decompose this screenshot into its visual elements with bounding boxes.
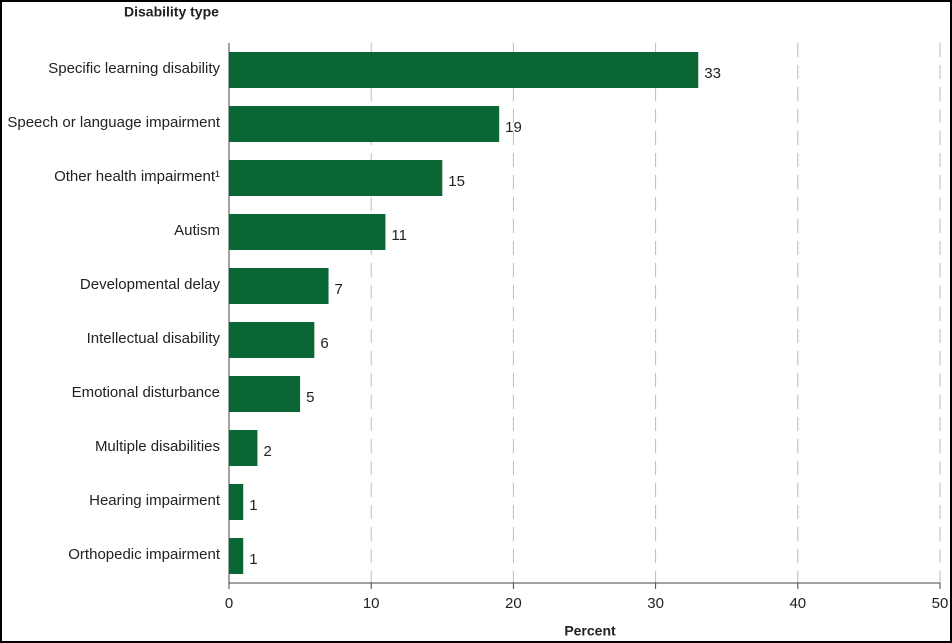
y-tick-label: Multiple disabilities	[95, 438, 220, 455]
value-label: 7	[335, 281, 343, 298]
y-tick-label: Developmental delay	[80, 276, 221, 293]
y-tick-label: Orthopedic impairment	[68, 546, 221, 563]
x-tick-label: 0	[225, 595, 233, 612]
value-label: 6	[320, 335, 328, 352]
x-tick-label: 10	[363, 595, 380, 612]
y-tick-label: Specific learning disability	[48, 60, 220, 77]
x-tick-label: 30	[647, 595, 664, 612]
value-label: 11	[391, 227, 407, 244]
y-tick-label: Other health impairment¹	[54, 168, 220, 185]
y-tick-label: Speech or language impairment	[7, 114, 220, 131]
x-tick-label: 50	[932, 595, 949, 612]
bar	[229, 484, 244, 520]
x-tick-label: 20	[505, 595, 522, 612]
x-axis-label: Percent	[564, 623, 616, 639]
bar	[229, 268, 329, 304]
y-tick-label: Intellectual disability	[87, 330, 221, 347]
bar	[229, 52, 699, 88]
value-label: 2	[263, 443, 271, 460]
bar	[229, 106, 500, 142]
bar	[229, 214, 386, 250]
y-tick-label: Hearing impairment	[89, 492, 221, 509]
value-label: 33	[704, 65, 721, 82]
y-tick-label: Autism	[174, 222, 220, 239]
value-label: 1	[249, 551, 257, 568]
bar	[229, 538, 244, 574]
value-label: 1	[249, 497, 257, 514]
value-label: 5	[306, 389, 314, 406]
value-label: 19	[505, 119, 522, 136]
bar	[229, 376, 301, 412]
chart-title: Disability type	[124, 4, 219, 20]
y-tick-label: Emotional disturbance	[72, 384, 220, 401]
value-label: 15	[448, 173, 465, 190]
bar	[229, 322, 315, 358]
x-tick-label: 40	[789, 595, 806, 612]
bar	[229, 430, 258, 466]
bar	[229, 160, 443, 196]
